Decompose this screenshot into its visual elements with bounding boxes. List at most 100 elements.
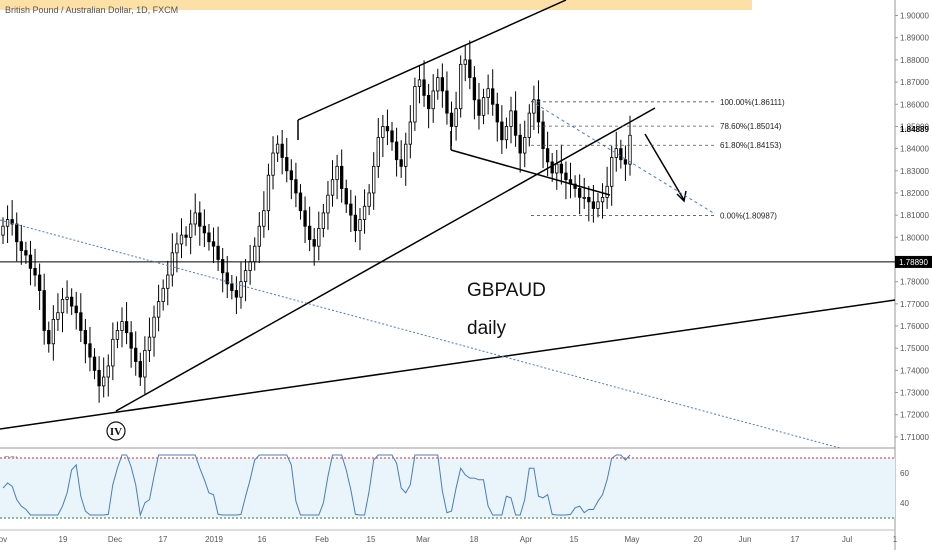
axis-layer: 1.90000 1.89000 1.88000 1.87000 1.86000 1.850… [0,12,932,544]
projection-arrow-head [676,190,687,203]
candle-body [83,330,88,345]
candle-body [102,376,106,387]
y-tick-label: 1.72000 [900,411,929,420]
candle-body [211,241,216,247]
candle-body [468,59,472,79]
x-tick-label: Jun [739,535,752,544]
candle-body [106,365,110,378]
x-tick-label: May [624,535,639,544]
wave-label: IV [110,426,122,438]
candle-body [143,350,147,378]
candle-body [193,212,197,225]
candle-body [486,88,490,98]
dotted-trendline [0,219,841,449]
candle-body [623,159,628,165]
candle-body [573,183,577,189]
candle-body [536,99,541,123]
candle-body [74,305,78,314]
candle-body [390,130,394,143]
candle-body [298,192,303,212]
candle-body [202,225,207,234]
candle-body [513,110,518,136]
candle-body [550,161,554,174]
y-tick-label: 1.77000 [900,300,929,309]
candle-body [307,225,312,240]
fib-layer: 100.00%(1.86111) 78.60%(1.85014) 61.80%(1.… [531,98,785,220]
candle-body [340,165,344,189]
candle-body [545,148,550,163]
candle-body [161,287,165,303]
candle-body [610,157,614,187]
candle-body [376,137,380,167]
candle-body [477,99,481,116]
candle-body [596,201,600,209]
fib-level-label: 61.80%(1.84153) [720,141,782,150]
rsi-tick-label: 40 [900,499,909,508]
candle-body [152,316,156,338]
x-tick-label: 16 [258,535,267,544]
wedge-lower-line [450,149,611,196]
candle-body [431,90,435,110]
x-tick-label: Apr [520,535,533,544]
y-tick-label: 1.74000 [900,366,929,375]
candle-body [271,152,275,176]
x-tick-label: Dec [108,535,122,544]
candle-body [385,126,390,132]
x-tick-label: 1 [893,535,898,544]
candle-body [266,174,271,212]
candle-body [321,212,326,229]
candle-body [527,112,531,138]
candle-body [184,234,188,238]
candle-body [65,296,69,300]
x-tick-label: Nov [0,535,7,544]
candle-body [216,245,220,260]
upper-channel-line [297,0,567,121]
x-tick-label: 2019 [205,535,223,544]
candle-body [60,299,65,314]
candle-body [481,97,486,116]
projection-arrow-line [644,133,685,201]
candle-body [5,219,10,227]
rsi-line [2,454,631,517]
candle-body [330,179,335,196]
candle-body [372,165,376,194]
fib-level-label: 78.60%(1.85014) [720,122,782,131]
candle-body [312,239,316,247]
candle-body [51,318,56,345]
candle-body [239,281,243,298]
candle-body [179,234,184,245]
candle-body [491,88,495,105]
candle-body [344,188,348,205]
candle-body [619,148,623,161]
candle-body [175,243,179,254]
candle-body [504,126,509,141]
rsi-panel [0,454,895,519]
candle-body [605,185,609,198]
candle-body [120,321,124,331]
candle-body [207,232,211,243]
candle-body [24,250,28,256]
symbol-title: British Pound / Australian Dollar, 1D, F… [5,5,179,15]
candle-body [454,108,458,127]
candle-body [445,90,449,114]
y-tick-label: 1.73000 [900,389,929,398]
candle-body [472,77,477,101]
level-price-tag [895,255,932,268]
candle-body [225,272,229,285]
candle-body [459,63,463,110]
candle-body [353,214,358,232]
candle-body [463,59,467,65]
candle-body [243,270,248,283]
candle-body [532,99,536,114]
y-tick-label: 1.83000 [900,167,929,176]
candle-body [198,212,202,227]
candles-layer [1,40,632,403]
y-tick-label: 1.82000 [900,189,929,198]
fib-level-label: 100.00%(1.86111) [720,98,785,107]
candle-body [495,103,499,123]
candle-body [555,163,559,174]
y-tick-label: 1.76000 [900,322,929,331]
candle-body [275,143,280,154]
candle-body [440,77,445,92]
